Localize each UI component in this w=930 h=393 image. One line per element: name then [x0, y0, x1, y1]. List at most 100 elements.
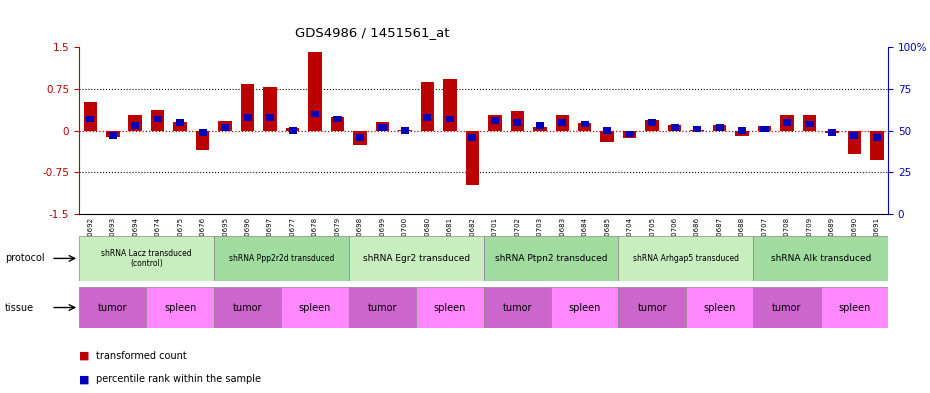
Bar	[147, 287, 214, 328]
Text: spleen: spleen	[299, 303, 331, 312]
Text: shRNA Arhgap5 transduced: shRNA Arhgap5 transduced	[633, 254, 738, 263]
Bar	[214, 236, 349, 281]
Bar	[551, 287, 618, 328]
Bar	[131, 122, 140, 129]
Bar	[79, 287, 147, 328]
Bar	[780, 115, 793, 130]
Bar	[623, 130, 636, 138]
Bar	[671, 124, 679, 130]
Bar	[850, 132, 858, 139]
Bar	[469, 134, 476, 141]
Bar	[106, 130, 119, 138]
Bar	[738, 127, 746, 134]
Bar	[308, 51, 322, 130]
Bar	[266, 114, 274, 121]
Bar	[349, 236, 484, 281]
Bar	[109, 132, 117, 139]
Bar	[445, 116, 454, 122]
Bar	[511, 111, 525, 130]
Bar	[626, 130, 633, 138]
Bar	[244, 114, 252, 121]
Text: shRNA Egr2 transduced: shRNA Egr2 transduced	[363, 254, 470, 263]
Bar	[820, 287, 888, 328]
Bar	[533, 127, 547, 130]
Bar	[86, 116, 94, 122]
Bar	[805, 121, 814, 127]
Text: tumor: tumor	[98, 303, 127, 312]
Bar	[417, 287, 484, 328]
Bar	[379, 124, 387, 130]
Text: protocol: protocol	[5, 253, 45, 263]
Bar	[288, 127, 297, 134]
Bar	[151, 110, 165, 130]
Bar	[356, 134, 364, 141]
Bar	[618, 287, 685, 328]
Bar	[491, 118, 498, 124]
Text: spleen: spleen	[703, 303, 736, 312]
Bar	[199, 129, 206, 136]
Bar	[803, 115, 817, 130]
Bar	[221, 124, 229, 130]
Bar	[783, 119, 791, 126]
Bar	[286, 128, 299, 130]
Bar	[753, 236, 888, 281]
Bar	[488, 115, 501, 130]
Bar	[241, 84, 254, 130]
Bar	[311, 111, 319, 117]
Bar	[580, 121, 589, 127]
Bar	[353, 130, 366, 145]
Bar	[423, 114, 432, 121]
Bar	[153, 116, 162, 122]
Bar	[753, 287, 820, 328]
Bar	[825, 130, 839, 134]
Bar	[349, 287, 417, 328]
Bar	[443, 79, 457, 130]
Text: ■: ■	[79, 374, 89, 384]
Bar	[214, 287, 281, 328]
Text: shRNA Ppp2r2d transduced: shRNA Ppp2r2d transduced	[229, 254, 334, 263]
Text: shRNA Ptpn2 transduced: shRNA Ptpn2 transduced	[495, 254, 607, 263]
Text: spleen: spleen	[164, 303, 196, 312]
Bar	[420, 82, 434, 130]
Bar	[618, 236, 753, 281]
Text: percentile rank within the sample: percentile rank within the sample	[96, 374, 260, 384]
Text: tumor: tumor	[772, 303, 802, 312]
Bar	[401, 127, 409, 134]
Bar	[668, 125, 682, 130]
Bar	[536, 122, 544, 129]
Text: transformed count: transformed count	[96, 351, 187, 361]
Text: GDS4986 / 1451561_at: GDS4986 / 1451561_at	[295, 26, 449, 39]
Text: tumor: tumor	[502, 303, 532, 312]
Bar	[693, 126, 701, 132]
Bar	[173, 122, 187, 130]
Text: ■: ■	[79, 351, 89, 361]
Bar	[263, 87, 277, 130]
Text: shRNA Alk transduced: shRNA Alk transduced	[771, 254, 870, 263]
Bar	[758, 126, 771, 130]
Bar	[685, 287, 753, 328]
Text: shRNA Lacz transduced
(control): shRNA Lacz transduced (control)	[101, 249, 192, 268]
Bar	[761, 126, 768, 132]
Bar	[79, 236, 214, 281]
Text: tumor: tumor	[637, 303, 667, 312]
Bar	[578, 123, 591, 130]
Bar	[715, 124, 724, 130]
Bar	[334, 116, 341, 122]
Bar	[645, 119, 658, 130]
Text: tissue: tissue	[5, 303, 33, 312]
Bar	[513, 119, 522, 126]
Bar	[736, 130, 749, 136]
Bar	[848, 130, 861, 154]
Bar	[828, 129, 836, 136]
Bar	[128, 115, 142, 130]
Bar	[331, 117, 344, 130]
Bar	[558, 119, 566, 126]
Bar	[84, 102, 97, 130]
Bar	[604, 127, 611, 134]
Bar	[219, 121, 232, 130]
Text: tumor: tumor	[367, 303, 397, 312]
Bar	[601, 130, 614, 142]
Bar	[196, 130, 209, 150]
Bar	[555, 115, 569, 130]
Text: tumor: tumor	[232, 303, 262, 312]
